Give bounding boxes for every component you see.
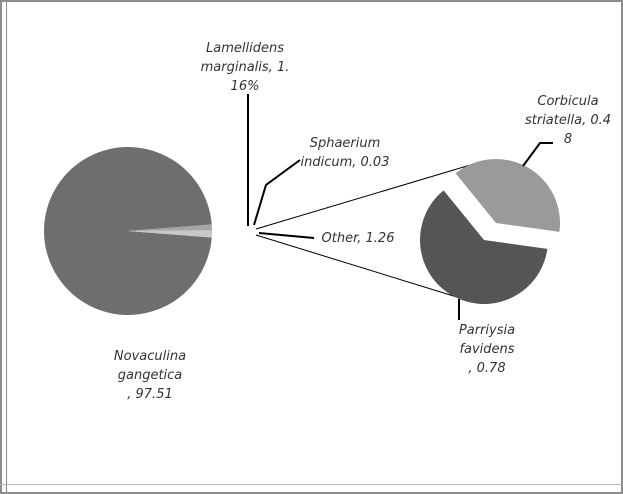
leader-line-other <box>258 232 315 239</box>
slice-parriysia-favidens <box>420 190 548 304</box>
data-label-line: 8 <box>564 132 572 147</box>
data-label-line: indicum, 0.03 <box>301 155 390 170</box>
connector-line-top <box>255 162 478 230</box>
data-labels: Novaculina gangetica , 97.51 Lamellidens mar… <box>114 41 611 402</box>
data-label-corbicula-striatella: Corbicula striatella, 0.4 8 <box>525 94 611 147</box>
data-label-line: striatella, 0.4 <box>525 113 611 128</box>
data-label-line: gangetica <box>118 368 183 383</box>
data-label-line: 16% <box>231 79 260 94</box>
data-label-other: Other, 1.26 <box>322 231 395 246</box>
secondary-pie <box>420 158 561 304</box>
leader-lines <box>247 94 553 320</box>
leader-line-sphaerium <box>253 159 301 226</box>
data-label-parriysia-favidens: Parriysia favidens , 0.78 <box>459 323 515 376</box>
main-pie <box>43 147 213 315</box>
data-label-line: Sphaerium <box>310 136 381 151</box>
data-label-line: Novaculina <box>114 349 186 364</box>
bottom-border-line <box>0 484 623 485</box>
connector-line-bottom <box>255 234 461 299</box>
data-label-line: , 0.78 <box>468 361 505 376</box>
slice-corbicula-striatella <box>455 158 561 232</box>
data-label-line: Lamellidens <box>206 41 284 56</box>
data-label-line: , 97.51 <box>127 387 172 402</box>
data-label-line: favidens <box>459 342 514 357</box>
data-label-line: Parriysia <box>459 323 515 338</box>
connector-lines <box>255 162 478 299</box>
data-label-sphaerium-indicum: Sphaerium indicum, 0.03 <box>301 136 390 170</box>
data-label-line: Other, 1.26 <box>322 231 395 246</box>
left-border-line <box>6 0 7 494</box>
data-label-novaculina-gangetica: Novaculina gangetica , 97.51 <box>114 349 186 402</box>
slice-novaculina-gangetica <box>43 147 212 315</box>
data-label-line: Corbicula <box>537 94 598 109</box>
slice-other <box>128 230 213 238</box>
data-label-lamellidens-marginalis: Lamellidens marginalis, 1. 16% <box>201 41 290 94</box>
slice-lamellidens-marginalis <box>128 224 212 231</box>
leader-line-corbicula <box>522 142 553 167</box>
data-label-line: marginalis, 1. <box>201 60 290 75</box>
